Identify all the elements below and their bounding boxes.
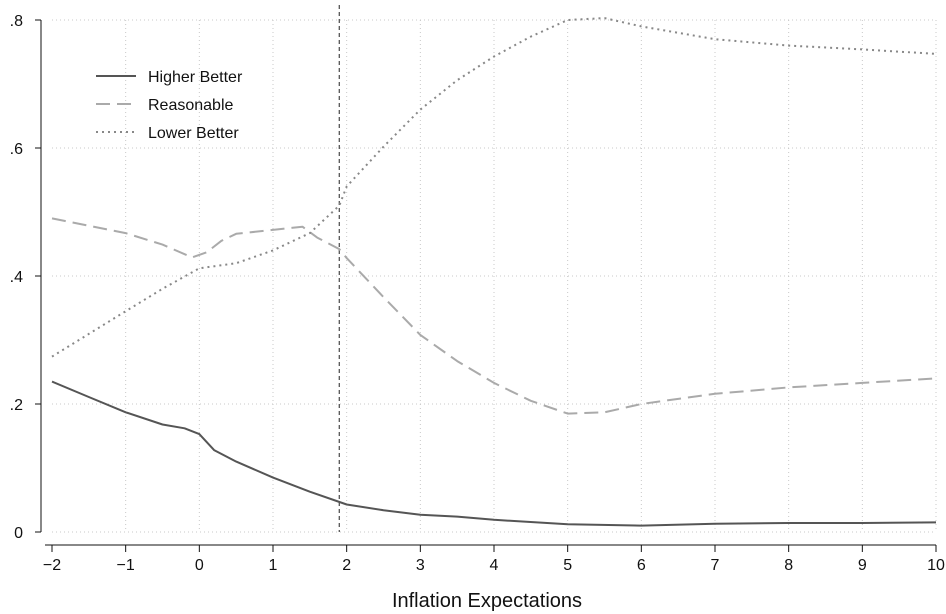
series-line-reasonable: [51, 217, 937, 415]
x-tick-label: −2: [43, 557, 61, 574]
x-tick-label: 0: [195, 557, 204, 574]
x-tick-label: 3: [416, 557, 425, 574]
y-tick-label: .4: [10, 269, 23, 286]
y-tick-label: .2: [10, 397, 23, 414]
legend: Higher Better Reasonable Lower Better: [96, 69, 243, 142]
x-tick-label: 7: [711, 557, 720, 574]
grid-lines: [52, 19, 937, 533]
y-tick-label: .6: [10, 141, 23, 158]
x-tick-label: 4: [490, 557, 499, 574]
legend-label: Higher Better: [148, 69, 243, 86]
series-lines: [51, 17, 937, 527]
x-tick-label: 1: [269, 557, 278, 574]
x-tick-label: 10: [927, 557, 945, 574]
legend-label: Lower Better: [148, 125, 239, 142]
y-tick-label: .8: [10, 13, 23, 30]
axes: −2 −1 0 1 2 3 4 5 6 7 8 9 10 0 .2 .4 .6 .8: [10, 13, 945, 574]
y-tick-label: 0: [14, 525, 23, 542]
x-tick-label: −1: [117, 557, 135, 574]
x-tick-label: 6: [637, 557, 646, 574]
x-tick-label: 5: [563, 557, 572, 574]
series-line-higher-better: [51, 380, 937, 527]
legend-label: Reasonable: [148, 97, 234, 114]
x-axis-title: Inflation Expectations: [392, 590, 582, 612]
x-tick-label: 8: [784, 557, 793, 574]
x-tick-label: 9: [858, 557, 867, 574]
x-tick-label: 2: [342, 557, 351, 574]
